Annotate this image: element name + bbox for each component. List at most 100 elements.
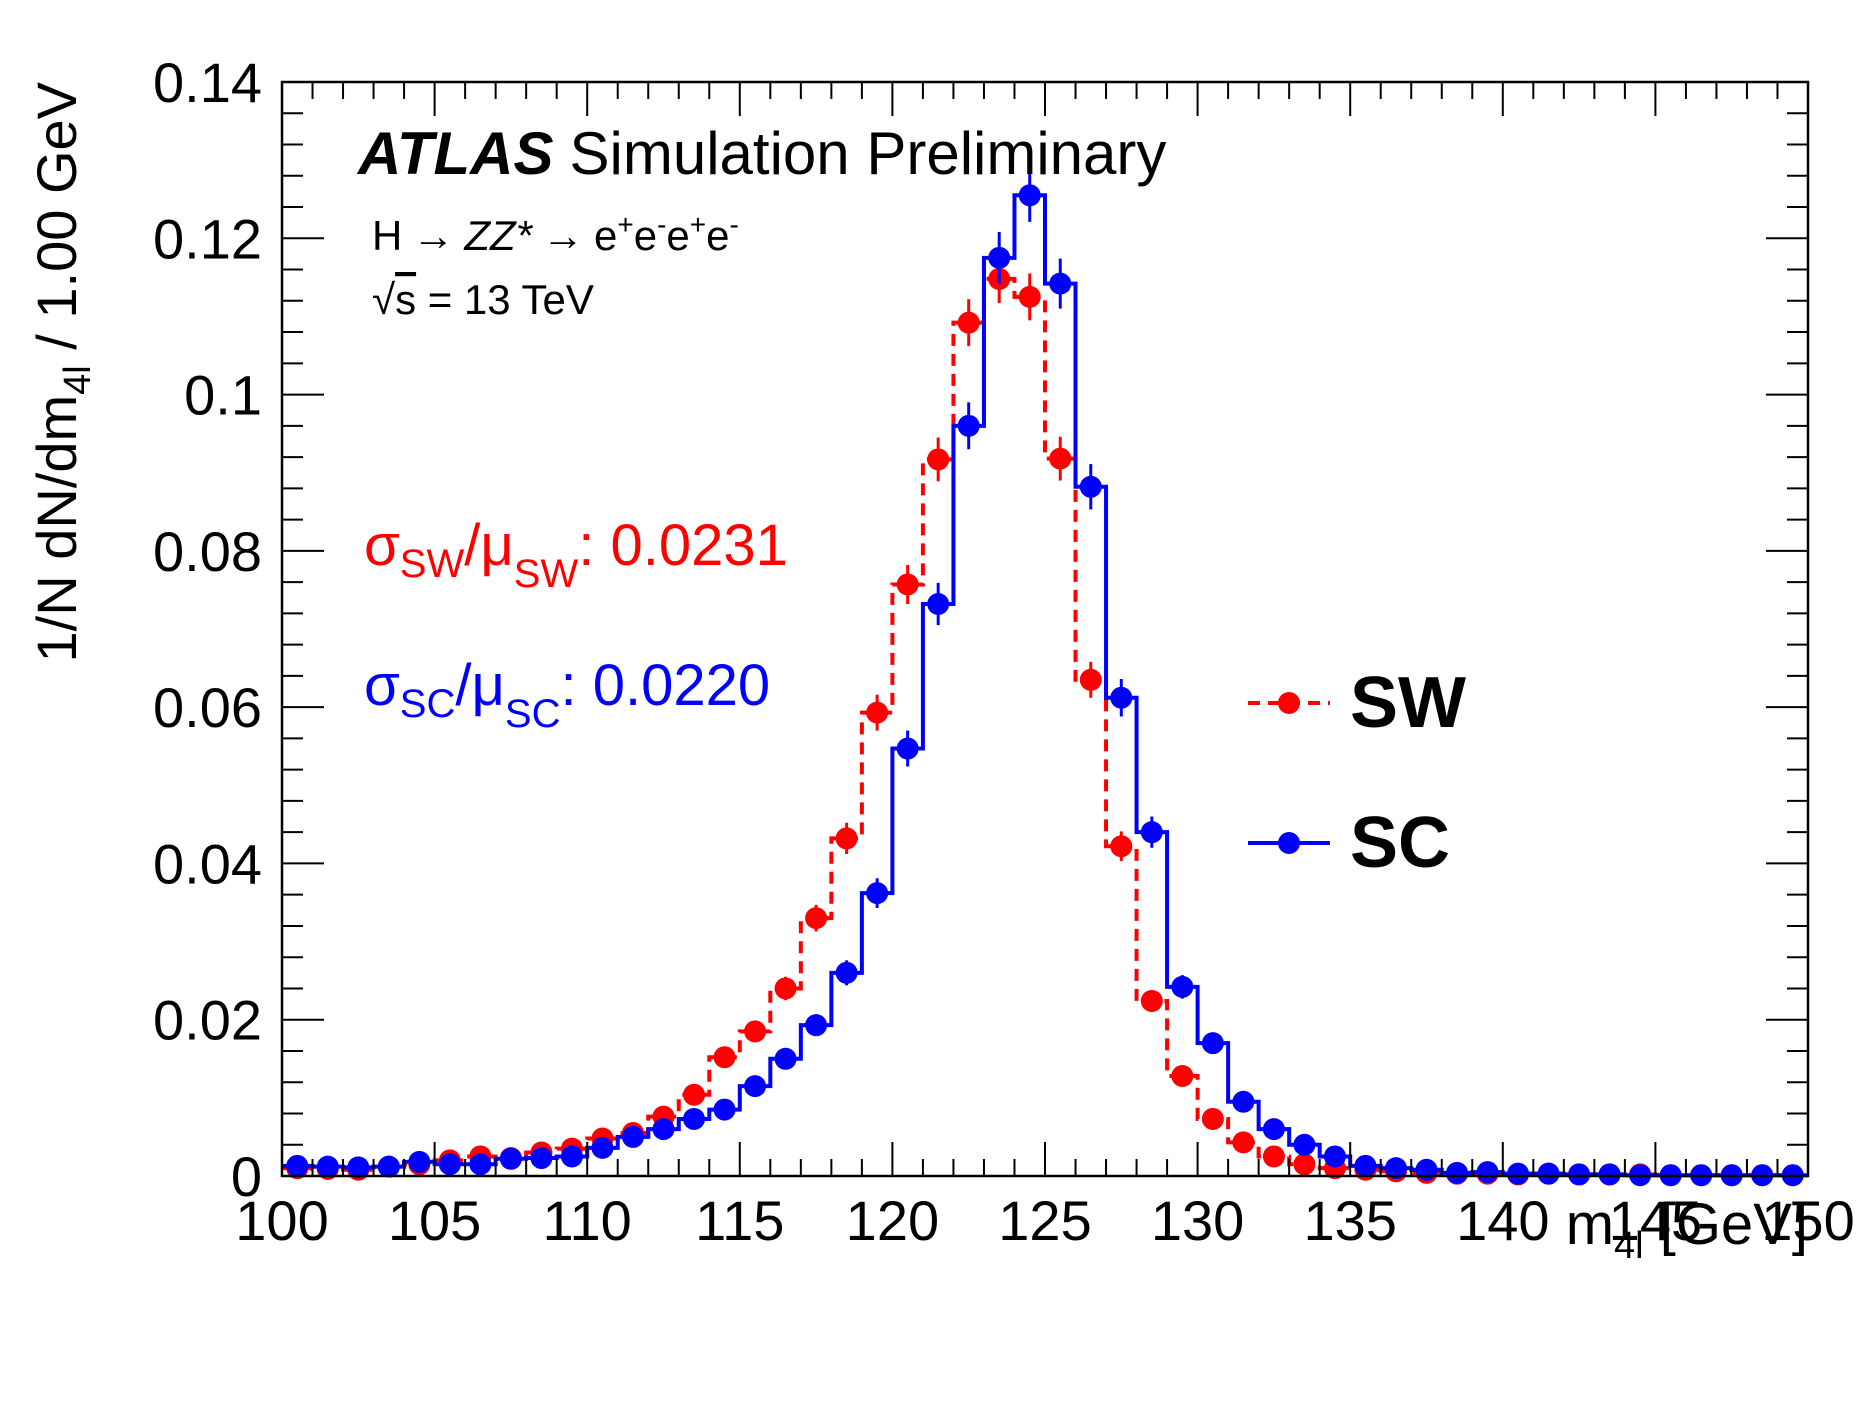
x-tick-label: 115	[695, 1189, 784, 1252]
marker-sw	[1262, 1145, 1285, 1168]
marker-sw	[1171, 1064, 1194, 1087]
marker-sc	[408, 1150, 431, 1173]
marker-sc	[1171, 975, 1194, 998]
marker-sc	[1507, 1162, 1530, 1185]
legend-entry-sw: SW	[1248, 663, 1466, 743]
atlas-label: ATLAS Simulation Preliminary	[356, 120, 1166, 187]
legend-label-sc: SC	[1350, 803, 1450, 883]
x-tick-label: 120	[846, 1189, 939, 1252]
marker-sc	[1110, 686, 1133, 709]
marker-sc	[1140, 821, 1163, 844]
marker-sc	[896, 737, 919, 760]
y-tick-label: 0.06	[153, 676, 262, 739]
marker-sc	[1476, 1161, 1499, 1184]
marker-sc	[377, 1155, 400, 1178]
marker-sw	[1201, 1107, 1224, 1130]
marker-sc	[1598, 1163, 1621, 1186]
marker-sc	[1384, 1157, 1407, 1180]
x-tick-label: 100	[235, 1189, 328, 1252]
marker-sw	[866, 701, 889, 724]
marker-sw	[805, 907, 828, 930]
marker-sw	[896, 573, 919, 596]
marker-sw	[927, 448, 950, 471]
x-axis-title: m4l [GeV]	[1566, 1192, 1808, 1267]
marker-sc	[774, 1047, 797, 1070]
y-tick-label: 0.12	[153, 207, 262, 270]
marker-sc	[1232, 1090, 1255, 1113]
process-label: H → ZZ* → e+e-e+e-	[372, 209, 739, 259]
marker-sw	[713, 1046, 736, 1069]
marker-sw	[1140, 989, 1163, 1012]
marker-sc	[805, 1014, 828, 1037]
x-tick-label: 145	[1609, 1189, 1702, 1252]
marker-sc	[1415, 1158, 1438, 1181]
x-tick-label: 135	[1303, 1189, 1396, 1252]
marker-sc	[591, 1136, 614, 1159]
marker-sw	[1049, 447, 1072, 470]
marker-sw	[1018, 285, 1041, 308]
x-tick-label: 130	[1151, 1189, 1244, 1252]
marker-sc	[1079, 475, 1102, 498]
marker-sc	[744, 1075, 767, 1098]
marker-sw	[1232, 1131, 1255, 1154]
y-axis-title: 1/N dN/dm4l / 1.00 GeV	[25, 81, 99, 662]
marker-sc	[683, 1107, 706, 1130]
marker-sc	[1293, 1133, 1316, 1156]
legend-entry-sc: SC	[1248, 803, 1450, 883]
marker-sc	[713, 1098, 736, 1121]
tick-labels: 100 105 110 115 120 125 130 135 140 145 150 0 0.02 0.…	[153, 51, 1855, 1252]
legend-label-sw: SW	[1350, 663, 1466, 743]
x-tick-label: 105	[388, 1189, 481, 1252]
marker-sw	[1110, 835, 1133, 858]
marker-sc	[530, 1147, 553, 1170]
marker-sc	[347, 1156, 370, 1179]
x-tick-label: 125	[998, 1189, 1091, 1252]
resolution-sw-label: σSW/μSW: 0.0231	[364, 513, 788, 596]
y-tick-label: 0.04	[153, 832, 262, 895]
marker-sw	[1079, 668, 1102, 691]
marker-sc	[1354, 1154, 1377, 1177]
marker-sc	[1201, 1032, 1224, 1055]
marker-sc	[1446, 1161, 1469, 1184]
marker-sc	[621, 1125, 644, 1148]
marker-sw	[1293, 1153, 1316, 1176]
marker-sw	[744, 1020, 767, 1043]
series-layer	[282, 168, 1808, 1187]
marker-sc	[499, 1147, 522, 1170]
y-tick-label: 0.08	[153, 520, 262, 583]
marker-sw	[957, 311, 980, 334]
axis-ticks	[281, 81, 1809, 1177]
series-sc	[282, 168, 1808, 1187]
marker-sc	[1018, 184, 1041, 207]
y-tick-label: 0	[231, 1145, 262, 1208]
marker-sc	[1262, 1118, 1285, 1141]
marker-sw	[835, 827, 858, 850]
marker-sw	[774, 977, 797, 1000]
x-tick-label: 150	[1761, 1189, 1854, 1252]
marker-sc	[957, 414, 980, 437]
marker-sc	[316, 1155, 339, 1178]
marker-sc	[927, 592, 950, 615]
x-tick-label: 140	[1456, 1189, 1549, 1252]
marker-sc	[438, 1153, 461, 1176]
marker-sc	[835, 961, 858, 984]
marker-sc	[1049, 272, 1072, 295]
energy-label: √s = 13 TeV	[372, 276, 594, 323]
marker-sc	[866, 882, 889, 905]
y-tick-label: 0.1	[184, 364, 262, 427]
marker-sw	[683, 1083, 706, 1106]
marker-sc	[652, 1118, 675, 1141]
marker-sc	[1568, 1163, 1591, 1186]
marker-sc	[1537, 1162, 1560, 1185]
legend: SW SC	[1248, 663, 1466, 883]
marker-sc	[286, 1154, 309, 1177]
marker-sc	[1323, 1145, 1346, 1168]
y-tick-label: 0.14	[153, 51, 262, 114]
marker-sc	[560, 1145, 583, 1168]
resolution-sc-label: σSC/μSC: 0.0220	[364, 653, 770, 736]
marker-sc	[988, 246, 1011, 269]
marker-sc	[469, 1153, 492, 1176]
x-tick-label: 110	[543, 1189, 632, 1252]
